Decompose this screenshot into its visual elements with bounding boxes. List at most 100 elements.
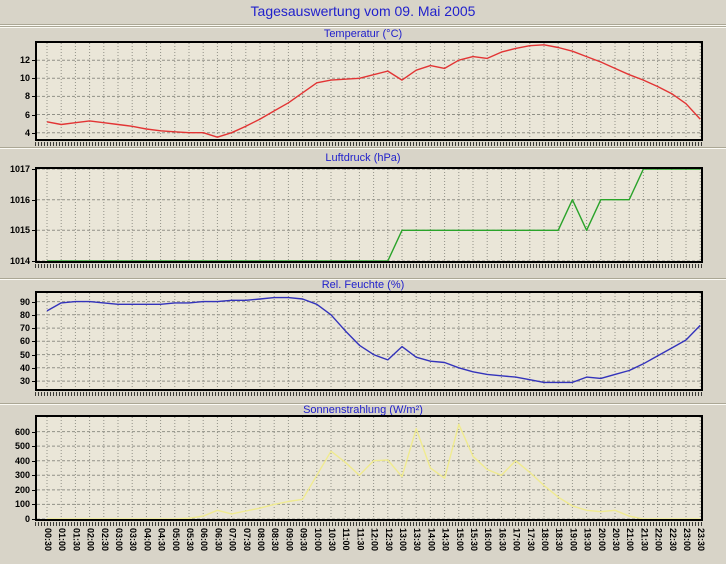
x-axis-minor-ticks — [35, 142, 703, 146]
x-tick-label: 23:00 — [682, 528, 692, 552]
y-axis-tick — [32, 169, 35, 170]
x-tick-label: 07:00 — [227, 528, 238, 552]
plot-background — [35, 167, 703, 263]
x-tick-label: 03:00 — [114, 528, 124, 552]
plot-2 — [35, 291, 703, 391]
x-tick-label: 09:00 — [284, 528, 295, 552]
y-tick-label: 500 — [14, 441, 30, 452]
x-tick-label: 23:30 — [696, 528, 707, 552]
x-tick-label: 04:30 — [156, 528, 167, 552]
y-axis-tick — [32, 519, 35, 520]
plot-border — [35, 41, 703, 141]
y-axis-tick — [32, 199, 35, 201]
x-tick-label: 14:30 — [440, 528, 451, 552]
x-tick-label: 04:00 — [142, 528, 153, 552]
series-line — [46, 44, 701, 138]
y-axis-tick — [32, 230, 35, 232]
x-tick-label: 06:30 — [213, 528, 224, 552]
x-tick-label: 11:30 — [355, 528, 366, 551]
x-tick-label: 17:30 — [525, 528, 536, 552]
y-axis-tick — [32, 78, 35, 80]
y-tick-label: 1015 — [9, 225, 30, 236]
plot-border — [35, 291, 703, 391]
x-tick-label: 02:30 — [99, 528, 110, 552]
chart-title-radiation: Sonnenstrahlung (W/m²) — [303, 404, 423, 416]
x-tick-label: 10:30 — [327, 528, 337, 552]
x-tick-label: 18:30 — [554, 528, 565, 552]
y-tick-label: 10 — [19, 73, 30, 84]
x-axis-minor-ticks — [35, 264, 703, 268]
y-axis-tick — [32, 328, 35, 330]
y-axis-tick — [32, 446, 35, 448]
x-tick-label: 14:00 — [426, 528, 437, 552]
x-tick-label: 00:30 — [43, 528, 53, 552]
x-tick-label: 03:30 — [128, 528, 139, 552]
x-tick-label: 22:30 — [667, 528, 678, 552]
y-axis-tick — [32, 96, 35, 98]
y-tick-label: 90 — [19, 296, 30, 307]
x-tick-label: 13:00 — [398, 528, 408, 552]
section-temperature: Temperatur (°C) 4 6 8 10 12 — [0, 26, 726, 148]
y-axis-tick — [32, 367, 35, 369]
page-title: Tagesauswertung vom 09. Mai 2005 — [0, 0, 726, 25]
x-axis-minor-ticks — [35, 392, 703, 396]
section-humidity: Rel. Feuchte (%) 30 40 50 60 70 80 90 — [0, 278, 726, 404]
plot-background — [35, 415, 703, 521]
x-tick-label: 11:00 — [341, 528, 352, 551]
x-tick-label: 17:00 — [511, 528, 522, 552]
x-tick-label: 05:30 — [185, 528, 195, 552]
x-tick-label: 08:00 — [256, 528, 266, 552]
y-tick-label: 8 — [24, 91, 30, 102]
plot-1 — [35, 167, 703, 263]
y-axis-tick — [32, 504, 35, 506]
y-axis-tick — [32, 460, 35, 462]
y-tick-label: 400 — [14, 455, 30, 466]
series-line — [46, 296, 701, 384]
x-tick-label: 18:00 — [540, 528, 550, 552]
y-tick-label: 12 — [19, 55, 30, 66]
x-tick-label: 20:30 — [611, 528, 621, 552]
y-axis-tick — [32, 381, 35, 383]
x-tick-label: 10:00 — [312, 528, 323, 552]
y-tick-label: 1014 — [9, 256, 30, 266]
x-tick-label: 08:30 — [270, 528, 281, 552]
x-tick-label: 16:00 — [483, 528, 494, 552]
y-axis-tick — [32, 132, 35, 134]
y-tick-label: 80 — [19, 309, 30, 320]
plot-border — [35, 167, 703, 263]
chart-title-temperature: Temperatur (°C) — [323, 28, 403, 40]
x-tick-label: 07:30 — [241, 528, 252, 552]
x-axis-minor-ticks — [35, 522, 703, 526]
y-tick-label: 50 — [19, 349, 30, 360]
y-tick-label: 40 — [19, 362, 30, 373]
section-radiation: Sonnenstrahlung (W/m²) 0 100 200 300 400 500 6… — [0, 403, 726, 564]
x-tick-label: 01:00 — [57, 528, 68, 552]
y-axis-tick — [32, 301, 35, 303]
chart-title-humidity: Rel. Feuchte (%) — [321, 279, 405, 291]
y-axis-tick — [32, 489, 35, 491]
x-tick-label: 15:00 — [454, 528, 465, 552]
y-tick-label: 30 — [19, 376, 30, 387]
x-tick-label: 19:00 — [568, 528, 579, 552]
x-tick-label: 22:00 — [653, 528, 664, 552]
plot-background — [35, 41, 703, 141]
y-tick-label: 4 — [24, 127, 30, 138]
y-tick-label: 6 — [24, 109, 30, 120]
y-axis-tick — [32, 261, 35, 262]
chart-title-pressure: Luftdruck (hPa) — [325, 152, 401, 164]
y-axis-tick — [32, 354, 35, 356]
x-tick-label: 13:30 — [412, 528, 423, 552]
plot-3 — [35, 415, 703, 521]
x-tick-label: 01:30 — [71, 528, 82, 552]
x-tick-label: 15:30 — [469, 528, 479, 552]
y-tick-label: 300 — [14, 470, 30, 481]
y-tick-label: 100 — [14, 499, 30, 510]
y-tick-label: 600 — [14, 426, 30, 437]
y-axis-tick — [32, 314, 35, 316]
x-tick-label: 06:00 — [199, 528, 210, 552]
x-tick-label: 16:30 — [497, 528, 508, 552]
y-axis-tick — [32, 60, 35, 62]
y-tick-label: 60 — [19, 336, 30, 347]
y-tick-label: 200 — [14, 484, 30, 495]
